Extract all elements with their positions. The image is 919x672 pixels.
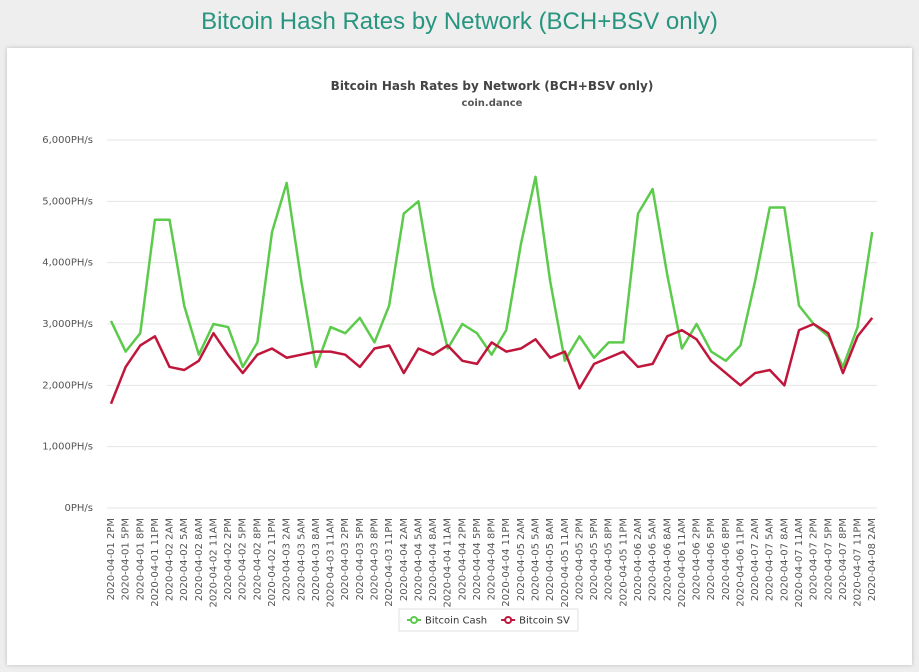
x-tick-label: 2020-04-04 2AM — [399, 518, 410, 601]
x-tick-label: 2020-04-04 5AM — [413, 518, 424, 601]
x-tick-label: 2020-04-07 5AM — [765, 518, 776, 601]
x-tick-label: 2020-04-06 8PM — [721, 518, 732, 600]
x-tick-label: 2020-04-02 5AM — [179, 518, 190, 601]
x-tick-label: 2020-04-05 11AM — [560, 518, 571, 608]
chart-card: Bitcoin Hash Rates by Network (BCH+BSV o… — [7, 48, 912, 665]
x-tick-label: 2020-04-07 8AM — [779, 518, 790, 601]
x-tick-label: 2020-04-04 11PM — [501, 518, 512, 607]
x-tick-label: 2020-04-03 11PM — [384, 518, 395, 607]
x-tick-label: 2020-04-05 11PM — [618, 518, 629, 607]
x-tick-label: 2020-04-05 8PM — [604, 518, 615, 600]
x-tick-label: 2020-04-06 8AM — [662, 518, 673, 601]
chart-title: Bitcoin Hash Rates by Network (BCH+BSV o… — [331, 79, 654, 93]
x-tick-label: 2020-04-02 11PM — [267, 518, 278, 607]
x-tick-label: 2020-04-04 8PM — [487, 518, 498, 600]
x-tick-label: 2020-04-07 2AM — [750, 518, 761, 601]
y-tick-label: 5,000PH/s — [42, 196, 93, 207]
x-tick-label: 2020-04-02 8PM — [252, 518, 263, 600]
x-tick-label: 2020-04-03 5PM — [355, 518, 366, 600]
x-tick-label: 2020-04-06 2PM — [692, 518, 703, 600]
x-tick-label: 2020-04-02 5PM — [238, 518, 249, 600]
chart-subtitle: coin.dance — [462, 98, 523, 109]
x-tick-label: 2020-04-01 11PM — [150, 518, 161, 607]
x-tick-label: 2020-04-04 11AM — [443, 518, 454, 608]
y-tick-label: 2,000PH/s — [42, 380, 93, 391]
x-tick-label: 2020-04-07 11AM — [794, 518, 805, 608]
x-tick-label: 2020-04-08 2AM — [867, 518, 878, 601]
x-tick-label: 2020-04-05 2PM — [574, 518, 585, 600]
x-tick-label: 2020-04-04 5PM — [472, 518, 483, 600]
series-line — [109, 175, 874, 369]
x-tick-label: 2020-04-03 11AM — [326, 518, 337, 608]
x-tick-label: 2020-04-02 8AM — [194, 518, 205, 601]
x-tick-label: 2020-04-03 2PM — [340, 518, 351, 600]
x-tick-label: 2020-04-05 5AM — [531, 518, 542, 601]
x-tick-label: 2020-04-01 2PM — [106, 518, 117, 600]
x-tick-label: 2020-04-07 8PM — [838, 518, 849, 600]
legend-item: Bitcoin Cash — [407, 616, 487, 627]
x-tick-label: 2020-04-07 2PM — [809, 518, 820, 600]
x-tick-label: 2020-04-05 5PM — [589, 518, 600, 600]
legend-marker — [410, 616, 418, 624]
x-tick-label: 2020-04-01 5PM — [121, 518, 132, 600]
x-tick-label: 2020-04-02 2PM — [223, 518, 234, 600]
x-tick-label: 2020-04-02 11AM — [208, 518, 219, 608]
x-tick-label: 2020-04-06 11AM — [677, 518, 688, 608]
x-tick-label: 2020-04-03 2AM — [282, 518, 293, 601]
y-tick-label: 3,000PH/s — [42, 319, 93, 330]
x-tick-label: 2020-04-03 8AM — [311, 518, 322, 601]
x-tick-label: 2020-04-04 8AM — [428, 518, 439, 601]
y-tick-label: 1,000PH/s — [42, 442, 93, 453]
x-tick-label: 2020-04-06 2AM — [633, 518, 644, 601]
x-tick-label: 2020-04-07 11PM — [853, 518, 864, 607]
x-tick-label: 2020-04-07 5PM — [823, 518, 834, 600]
x-tick-label: 2020-04-01 8PM — [135, 518, 146, 600]
legend-label: Bitcoin SV — [519, 616, 570, 627]
legend-label: Bitcoin Cash — [425, 616, 487, 627]
x-tick-label: 2020-04-06 11PM — [735, 518, 746, 607]
legend-box — [398, 608, 579, 632]
legend-item: Bitcoin SV — [501, 616, 570, 627]
y-tick-label: 0PH/s — [65, 503, 94, 514]
x-tick-label: 2020-04-06 5PM — [706, 518, 717, 600]
y-tick-label: 6,000PH/s — [42, 135, 93, 146]
y-tick-label: 4,000PH/s — [42, 258, 93, 269]
x-tick-label: 2020-04-03 8PM — [369, 518, 380, 600]
x-tick-label: 2020-04-03 5AM — [296, 518, 307, 601]
chart: Bitcoin Hash Rates by Network (BCH+BSV o… — [42, 79, 878, 632]
x-tick-label: 2020-04-02 2AM — [165, 518, 176, 601]
x-tick-label: 2020-04-05 8AM — [545, 518, 556, 601]
x-tick-label: 2020-04-06 5AM — [648, 518, 659, 601]
x-tick-label: 2020-04-04 2PM — [457, 518, 468, 600]
page-title: Bitcoin Hash Rates by Network (BCH+BSV o… — [201, 8, 718, 35]
legend-marker — [504, 616, 513, 624]
x-tick-label: 2020-04-05 2AM — [516, 518, 527, 601]
series-line — [109, 317, 874, 405]
